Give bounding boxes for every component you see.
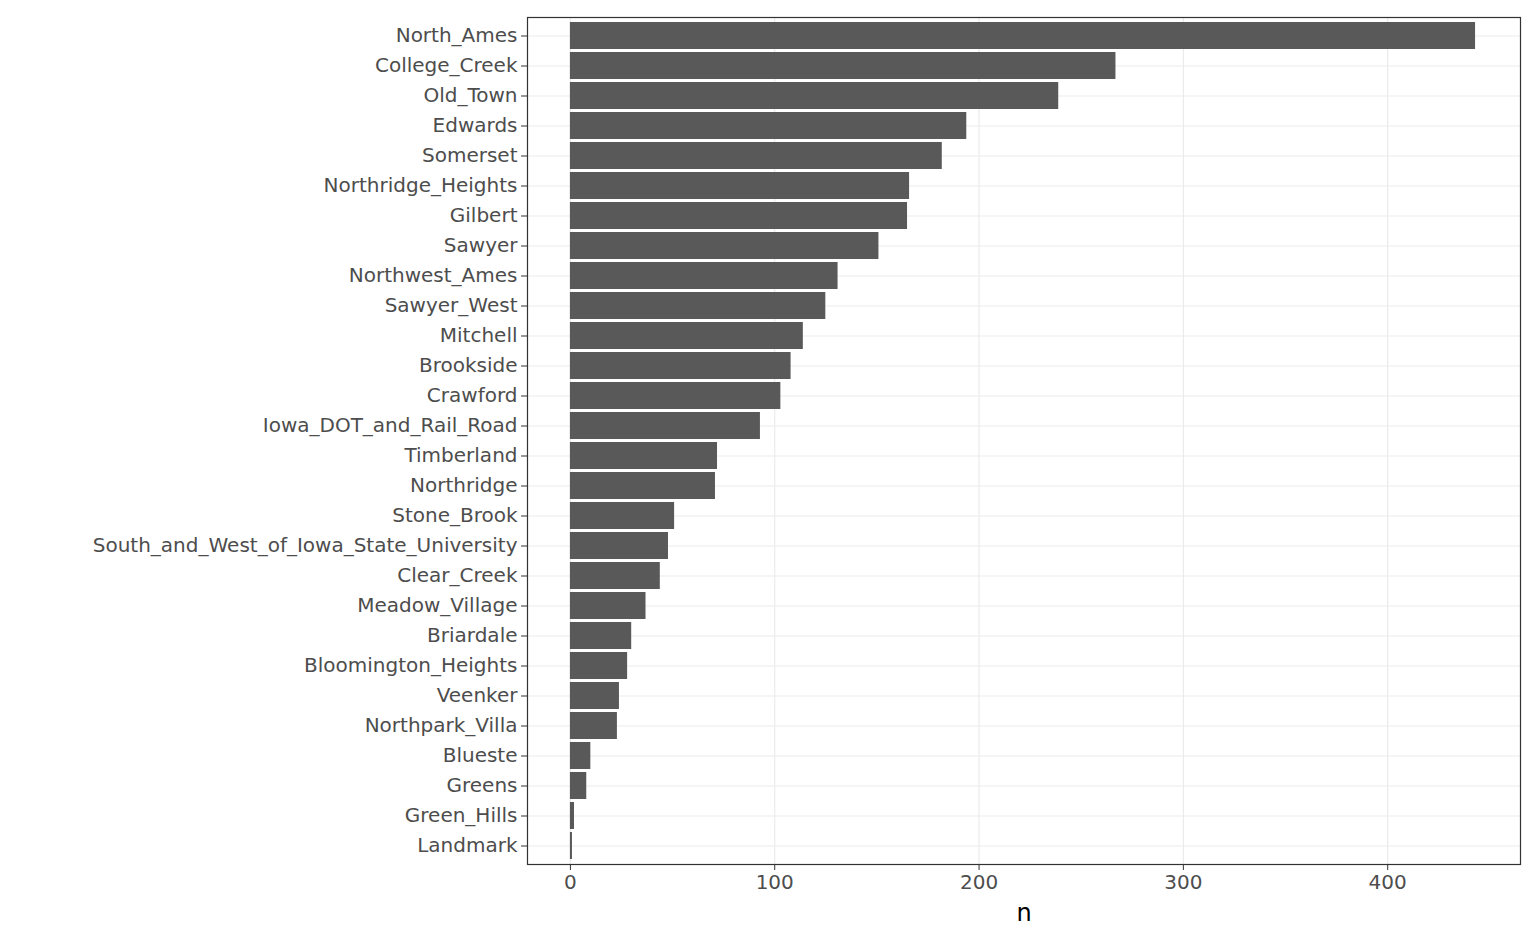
svg-text:Sawyer: Sawyer [444, 233, 518, 257]
svg-text:Timberland: Timberland [403, 443, 517, 467]
svg-text:Landmark: Landmark [417, 833, 518, 857]
svg-text:Northpark_Villa: Northpark_Villa [365, 713, 518, 737]
svg-text:Gilbert: Gilbert [450, 203, 518, 227]
svg-text:College_Creek: College_Creek [375, 53, 518, 77]
svg-text:Iowa_DOT_and_Rail_Road: Iowa_DOT_and_Rail_Road [263, 413, 518, 437]
svg-text:Sawyer_West: Sawyer_West [385, 293, 518, 317]
svg-text:200: 200 [960, 870, 998, 894]
svg-text:Brookside: Brookside [419, 353, 518, 377]
svg-text:Old_Town: Old_Town [423, 83, 517, 107]
svg-text:Green_Hills: Green_Hills [405, 803, 518, 827]
svg-text:400: 400 [1369, 870, 1407, 894]
svg-text:Veenker: Veenker [437, 683, 519, 707]
svg-text:Northridge: Northridge [410, 473, 517, 497]
svg-text:Meadow_Village: Meadow_Village [357, 593, 517, 617]
svg-text:100: 100 [756, 870, 794, 894]
svg-text:Mitchell: Mitchell [440, 323, 518, 347]
svg-text:Somerset: Somerset [422, 143, 518, 167]
svg-text:Bloomington_Heights: Bloomington_Heights [304, 653, 517, 677]
svg-text:Blueste: Blueste [443, 743, 518, 767]
svg-text:Greens: Greens [447, 773, 518, 797]
svg-text:North_Ames: North_Ames [396, 23, 518, 47]
svg-text:Stone_Brook: Stone_Brook [392, 503, 518, 527]
svg-text:Crawford: Crawford [427, 383, 518, 407]
svg-text:Northwest_Ames: Northwest_Ames [349, 263, 518, 287]
svg-text:Edwards: Edwards [433, 113, 518, 137]
svg-text:0: 0 [564, 870, 577, 894]
svg-text:Clear_Creek: Clear_Creek [397, 563, 518, 587]
svg-text:n: n [1016, 899, 1031, 927]
svg-text:South_and_West_of_Iowa_State_U: South_and_West_of_Iowa_State_University [93, 533, 518, 557]
svg-text:Briardale: Briardale [427, 623, 517, 647]
svg-text:Northridge_Heights: Northridge_Heights [324, 173, 518, 197]
svg-text:300: 300 [1164, 870, 1202, 894]
